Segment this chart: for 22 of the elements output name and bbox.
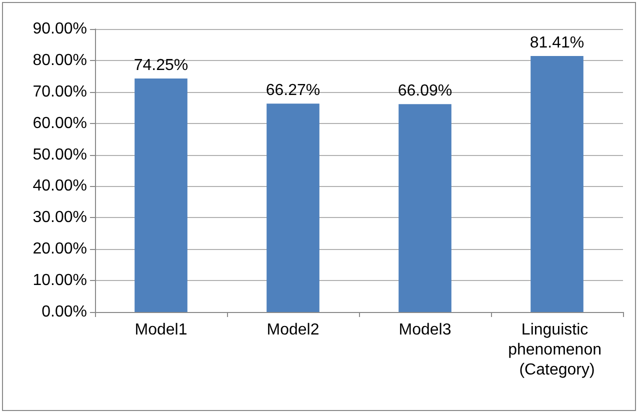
bar [134,78,188,312]
x-tick-label: Model3 [398,322,452,338]
y-tick-label: 10.00% [32,272,87,290]
y-tick-label: 50.00% [32,146,87,164]
y-tick-label: 60.00% [32,114,87,132]
y-tick-label: 0.00% [42,304,87,320]
data-label: 81.41% [530,34,584,52]
bar [398,104,452,312]
data-label: 74.25% [134,57,188,74]
bar [266,104,320,312]
bar [530,56,584,312]
y-tick-label: 30.00% [32,209,87,226]
x-tick-label: Model1 [134,322,188,338]
y-tick-label: 40.00% [32,178,87,195]
y-tick-label: 80.00% [32,52,87,69]
data-label: 66.09% [398,82,452,100]
y-tick-label: 90.00% [32,20,87,38]
y-tick-label: 20.00% [32,240,87,258]
y-tick-label: 70.00% [32,83,87,100]
x-tick-label: Linguistic phenomenon (Category) [508,322,606,378]
x-tick-label: Model2 [266,322,320,338]
data-label: 66.27% [266,82,320,100]
